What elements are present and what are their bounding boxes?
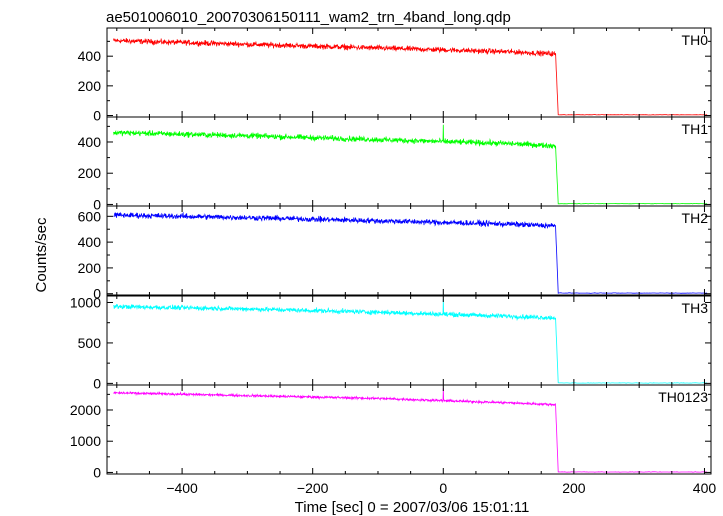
panel-th1: 0 200 400 TH1 — [78, 116, 712, 212]
panel-frame — [106, 295, 712, 386]
y-tick-label: 400 — [78, 234, 102, 250]
y-tick-label: 600 — [78, 208, 102, 224]
y-tick-label: 400 — [78, 48, 102, 64]
panel-label: TH1 — [682, 121, 709, 137]
x-tick-label: 0 — [439, 480, 447, 496]
series-line-th1 — [113, 124, 708, 205]
panel-frame — [106, 116, 712, 207]
y-tick-label: 200 — [78, 78, 102, 94]
y-tick-label: 0 — [93, 108, 101, 124]
panels-group: 0 200 400 TH0 0 200 400 TH1 0 200 400 600 TH2 0 500 100… — [70, 27, 717, 496]
x-tick-label: −200 — [297, 480, 329, 496]
series-line-th0 — [113, 38, 708, 116]
series-line-th3 — [113, 299, 708, 384]
y-tick-label: 500 — [78, 335, 102, 351]
panel-label: TH0123 — [658, 389, 708, 405]
panel-th2: 0 200 400 600 TH2 — [78, 205, 712, 302]
y-tick-label: 0 — [93, 375, 101, 391]
y-tick-label: 0 — [93, 286, 101, 302]
panel-label: TH2 — [682, 210, 709, 226]
panel-frame — [106, 384, 712, 475]
panel-label: TH0 — [682, 32, 709, 48]
y-tick-label: 0 — [93, 464, 101, 480]
series-line-th0123 — [113, 388, 708, 473]
x-tick-label: 400 — [693, 480, 717, 496]
x-tick-label: 200 — [562, 480, 586, 496]
y-tick-label: 200 — [78, 165, 102, 181]
panel-th0123: 0 1000 2000 TH0123 — [70, 384, 712, 480]
panel-label: TH3 — [682, 300, 709, 316]
series-line-th2 — [113, 211, 708, 294]
y-tick-label: 2000 — [70, 402, 101, 418]
x-tick-label: −400 — [166, 480, 198, 496]
panel-th0: 0 200 400 TH0 — [78, 27, 712, 124]
y-tick-label: 200 — [78, 260, 102, 276]
chart-title: ae501006010_20070306150111_wam2_trn_4ban… — [106, 9, 511, 26]
panel-frame — [106, 205, 712, 296]
y-tick-label: 400 — [78, 134, 102, 150]
y-tick-label: 1000 — [70, 294, 101, 310]
y-tick-label: 0 — [93, 196, 101, 212]
panel-th3: 0 500 1000 TH3 — [70, 294, 712, 391]
y-axis-label: Counts/sec — [33, 217, 50, 293]
x-axis-label: Time [sec] 0 = 2007/03/06 15:01:11 — [295, 499, 530, 516]
y-tick-label: 1000 — [70, 433, 101, 449]
